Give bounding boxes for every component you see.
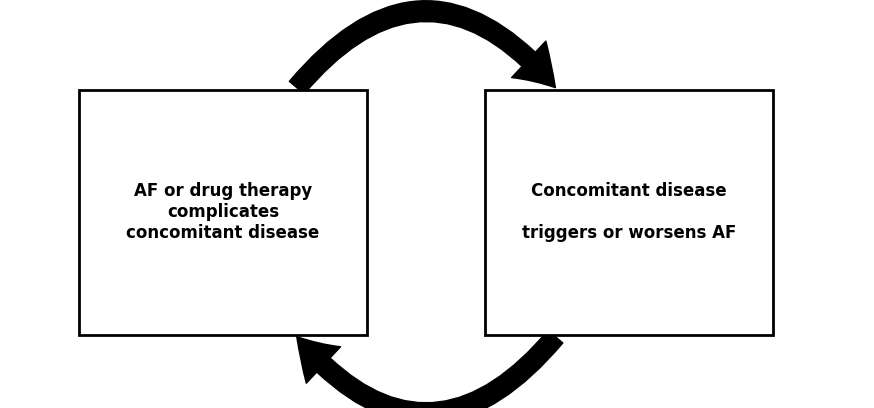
FancyBboxPatch shape (79, 90, 367, 335)
FancyBboxPatch shape (485, 90, 773, 335)
FancyArrowPatch shape (289, 1, 555, 94)
Text: AF or drug therapy
complicates
concomitant disease: AF or drug therapy complicates concomita… (126, 182, 320, 242)
FancyArrowPatch shape (297, 330, 563, 408)
Text: Concomitant disease

triggers or worsens AF: Concomitant disease triggers or worsens … (522, 182, 737, 242)
